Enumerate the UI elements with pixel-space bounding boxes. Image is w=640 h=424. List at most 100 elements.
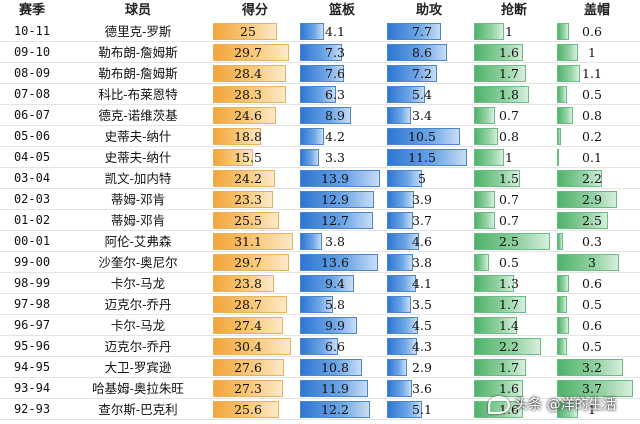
blocks-value: 0.6 (582, 24, 602, 39)
season-cell: 92-93 (13, 402, 51, 416)
blocks-bar (557, 275, 569, 292)
rebounds-value: 8.9 (325, 108, 345, 123)
player-cell: 迈克尔-乔丹 (104, 297, 172, 312)
player-cell: 卡尔-马龙 (110, 318, 166, 333)
assists-value: 4.1 (412, 276, 432, 291)
steals-cell: 0.7 (474, 105, 554, 126)
player-cell: 凯文-加内特 (104, 171, 172, 186)
table-row: 10-11 德里克-罗斯 25 4.1 7.7 1 0.6 (0, 21, 640, 42)
assists-value: 4.3 (412, 339, 432, 354)
points-cell: 25 (213, 21, 297, 42)
blocks-cell: 0.5 (557, 294, 637, 315)
season-cell: 99-00 (13, 255, 51, 269)
steals-bar (474, 170, 520, 187)
points-value: 31.1 (234, 234, 262, 249)
steals-cell: 1.4 (474, 315, 554, 336)
steals-value: 1.3 (499, 276, 519, 291)
steals-value: 2.5 (499, 234, 519, 249)
table-row: 05-06 史蒂夫-纳什 18.8 4.2 10.5 0.8 0.2 (0, 126, 640, 147)
points-cell: 24.6 (213, 105, 297, 126)
blocks-bar (557, 107, 573, 124)
season-cell: 94-95 (13, 360, 51, 374)
season-cell: 08-09 (13, 66, 51, 80)
assists-cell: 5 (387, 168, 471, 189)
steals-value: 1.8 (499, 87, 519, 102)
row-divider (0, 41, 640, 42)
player-cell: 史蒂夫-纳什 (104, 129, 172, 144)
assists-bar (387, 359, 407, 376)
player-cell: 阿伦-艾弗森 (104, 234, 172, 249)
assists-cell: 7.7 (387, 21, 471, 42)
assists-cell: 5.4 (387, 84, 471, 105)
rebounds-value: 13.9 (321, 171, 349, 186)
rebounds-cell: 12.9 (300, 189, 384, 210)
blocks-value: 2.9 (582, 192, 602, 207)
assists-cell: 7.2 (387, 63, 471, 84)
blocks-bar (557, 233, 563, 250)
points-value: 23.8 (234, 276, 262, 291)
blocks-cell: 3.7 (557, 378, 637, 399)
rebounds-value: 11.9 (321, 381, 349, 396)
row-divider (0, 125, 640, 126)
blocks-bar (557, 359, 623, 376)
table-row: 06-07 德克-诺维茨基 24.6 8.9 3.4 0.7 0.8 (0, 105, 640, 126)
blocks-cell: 0.3 (557, 231, 637, 252)
blocks-bar (557, 380, 633, 397)
season-cell: 01-02 (13, 213, 51, 227)
steals-bar (474, 212, 495, 229)
blocks-value: 0.8 (582, 108, 602, 123)
season-cell: 09-10 (13, 45, 51, 59)
header-rebounds: 篮板 (328, 3, 355, 18)
points-cell: 29.7 (213, 42, 297, 63)
blocks-cell: 2.2 (557, 168, 637, 189)
blocks-value: 0.2 (582, 129, 602, 144)
assists-value: 4.5 (412, 318, 432, 333)
points-value: 24.2 (234, 171, 262, 186)
watermark: 头条 @洋的生活 (488, 392, 636, 418)
header-steals: 抢断 (500, 3, 527, 18)
steals-bar (474, 296, 526, 313)
row-divider (0, 251, 640, 252)
steals-value: 1.7 (499, 297, 519, 312)
assists-value: 7.7 (412, 24, 432, 39)
assists-value: 3.7 (412, 213, 432, 228)
steals-value: 1.6 (499, 45, 519, 60)
assists-bar (387, 128, 460, 145)
blocks-value: 1 (588, 402, 596, 417)
assists-value: 5 (418, 171, 426, 186)
rebounds-bar (300, 359, 362, 376)
blocks-cell: 0.5 (557, 84, 637, 105)
steals-cell: 1.8 (474, 84, 554, 105)
points-bar (213, 233, 293, 250)
blocks-bar (557, 401, 578, 418)
steals-bar (474, 23, 504, 40)
table-row: 92-93 查尔斯-巴克利 25.6 12.2 5.1 1.6 1 (0, 399, 640, 420)
blocks-bar (557, 65, 580, 82)
steals-value: 2.2 (499, 339, 519, 354)
assists-bar (387, 254, 413, 271)
blocks-value: 0.3 (582, 234, 602, 249)
player-cell: 大卫-罗宾逊 (104, 360, 172, 375)
row-divider (0, 356, 640, 357)
assists-bar (387, 380, 412, 397)
assists-cell: 3.7 (387, 210, 471, 231)
row-divider (0, 167, 640, 168)
rebounds-bar (300, 338, 338, 355)
steals-bar (474, 128, 498, 145)
blocks-value: 0.5 (582, 87, 602, 102)
watermark-logo-icon (488, 396, 510, 414)
table-row: 04-05 史蒂夫-纳什 15.5 3.3 11.5 1 0.1 (0, 147, 640, 168)
points-value: 25 (240, 24, 256, 39)
table-row: 96-97 卡尔-马龙 27.4 9.9 4.5 1.4 0.6 (0, 315, 640, 336)
assists-value: 10.5 (408, 129, 436, 144)
points-value: 29.7 (234, 255, 262, 270)
points-cell: 25.6 (213, 399, 297, 420)
assists-cell: 3.9 (387, 189, 471, 210)
blocks-cell: 0.1 (557, 147, 637, 168)
rebounds-cell: 3.8 (300, 231, 384, 252)
blocks-bar (557, 254, 619, 271)
table-row: 98-99 卡尔-马龙 23.8 9.4 4.1 1.3 0.6 (0, 273, 640, 294)
rebounds-cell: 10.8 (300, 357, 384, 378)
assists-value: 7.2 (412, 66, 432, 81)
rebounds-bar (300, 254, 378, 271)
